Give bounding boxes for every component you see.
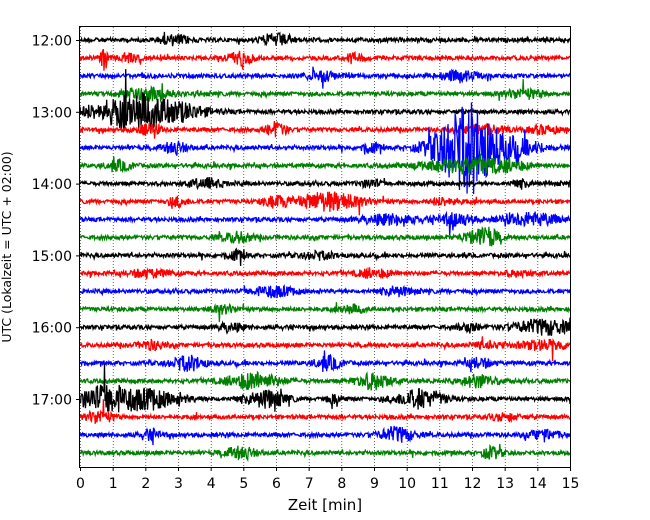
trace-1500	[79, 247, 571, 267]
trace-1230	[79, 66, 571, 89]
y-tick-label-1400: 14:00	[32, 177, 72, 193]
trace-1730	[79, 425, 571, 446]
trace-1245	[79, 79, 571, 104]
trace-1600	[79, 317, 571, 336]
y-axis-ticks: 12:00 13:00 14:00 15:00 16:00 17:00	[32, 34, 80, 409]
trace-1745	[79, 443, 571, 463]
trace-1415	[79, 191, 571, 216]
x-axis-ticks: 0 1 2 3 4 5 6 7 8 9 10 11 12 13 14 15	[76, 467, 579, 492]
trace-1400	[79, 177, 571, 191]
trace-1645	[79, 370, 571, 391]
plot-frame	[79, 26, 571, 468]
x-tick-label-2: 2	[141, 476, 150, 492]
y-tick-label-1600: 16:00	[32, 321, 72, 337]
trace-1215	[79, 48, 571, 71]
x-tick-label-12: 12	[464, 476, 482, 492]
trace-1200	[79, 31, 571, 47]
x-tick-label-13: 13	[496, 476, 514, 492]
x-tick-label-15: 15	[562, 476, 580, 492]
x-tick-label-8: 8	[337, 476, 346, 492]
y-tick-label-1500: 15:00	[32, 249, 72, 265]
trace-1715	[79, 399, 571, 424]
trace-1300	[79, 69, 571, 130]
trace-1615	[79, 336, 571, 361]
x-tick-label-6: 6	[272, 476, 281, 492]
trace-1430	[79, 210, 571, 236]
x-tick-label-4: 4	[207, 476, 216, 492]
x-tick-label-1: 1	[109, 476, 118, 492]
x-tick-label-10: 10	[398, 476, 416, 492]
y-tick-label-1300: 13:00	[32, 105, 72, 121]
x-tick-label-7: 7	[305, 476, 314, 492]
x-tick-label-9: 9	[370, 476, 379, 492]
trace-1445	[79, 226, 571, 247]
x-tick-label-3: 3	[174, 476, 183, 492]
trace-1630	[79, 350, 571, 373]
y-axis-title: UTC (Lokalzeit = UTC + 02:00)	[0, 151, 14, 342]
trace-1700	[79, 364, 571, 413]
trace-1530	[79, 284, 571, 299]
x-tick-label-11: 11	[431, 476, 449, 492]
y-tick-label-1200: 12:00	[32, 34, 72, 50]
y-tick-label-1700: 17:00	[32, 393, 72, 409]
trace-1345	[79, 153, 571, 176]
seismogram-traces	[79, 31, 571, 463]
trace-1515	[79, 266, 571, 280]
trace-1545	[79, 302, 571, 323]
x-axis-title: Zeit [min]	[288, 496, 362, 514]
x-tick-label-5: 5	[239, 476, 248, 492]
x-tick-label-14: 14	[529, 476, 547, 492]
x-tick-label-0: 0	[76, 476, 85, 492]
